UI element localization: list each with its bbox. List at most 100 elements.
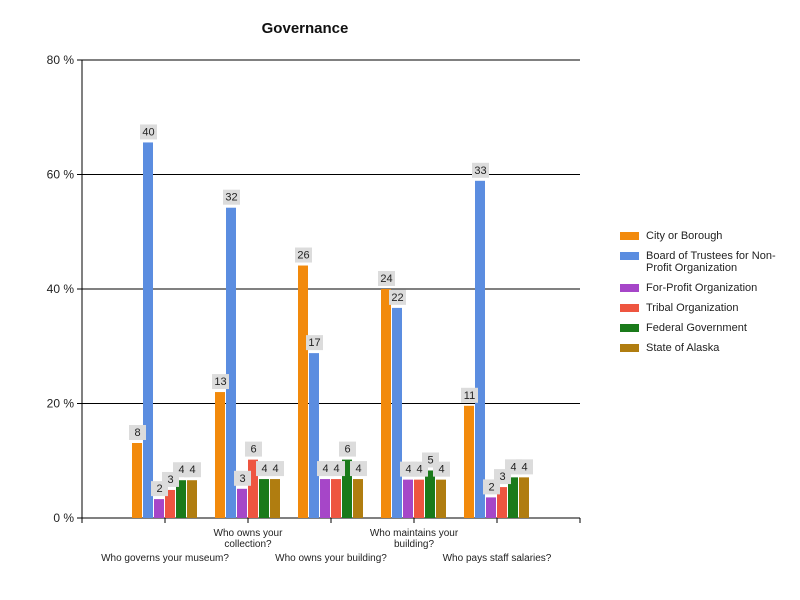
data-label: 3 [499,471,505,483]
bar [309,353,319,518]
legend-item: Federal Government [620,322,786,334]
bar [436,479,446,518]
bar [320,479,330,518]
data-label-bg [461,387,478,403]
y-tick-label: 60 % [47,168,75,182]
data-label-bg [212,374,229,390]
data-label-bg [433,461,450,477]
bar [497,487,507,518]
legend-label: City or Borough [646,230,723,242]
data-label: 4 [178,464,184,476]
data-label: 6 [344,444,350,456]
bar [414,479,424,518]
data-label: 17 [308,337,320,349]
legend-label: Tribal Organization [646,302,739,314]
bar [165,489,175,518]
data-label: 2 [156,483,162,495]
bar [259,479,269,518]
bar [298,265,308,518]
bar [342,459,352,518]
data-label: 11 [464,390,475,402]
data-label-bg [223,189,240,205]
bar [248,459,258,518]
y-tick-label: 0 % [53,511,74,525]
data-label: 22 [391,292,403,304]
data-label: 4 [416,464,422,476]
data-label: 4 [405,464,411,476]
bar [187,480,197,518]
legend-label: For-Profit Organization [646,282,758,294]
y-tick-label: 40 % [47,282,75,296]
legend-swatch [620,304,639,312]
data-label: 2 [488,481,494,493]
chart-title: Governance [262,20,349,37]
bar [154,499,164,518]
data-label: 4 [510,461,516,473]
data-label: 6 [250,444,256,456]
bar [176,480,186,518]
data-label-bg [378,271,395,286]
legend-item: Board of Trustees for Non-Profit Organiz… [620,250,786,274]
bar [132,443,142,518]
data-label-bg [140,124,157,140]
legend-label: Federal Government [646,322,747,334]
data-label: 33 [474,165,486,177]
bar [508,477,518,518]
data-label-bg [245,441,262,457]
bar [237,488,247,518]
bar [143,142,153,518]
data-label: 4 [355,463,361,475]
data-label: 4 [322,463,328,475]
data-label: 5 [427,454,433,466]
data-label: 4 [438,464,444,476]
bar [226,207,236,518]
x-tick-label: Who maintains your building? [370,528,459,550]
y-tick-label: 20 % [47,397,75,411]
data-label: 4 [333,463,339,475]
data-label-bg [184,462,201,478]
bar [425,470,435,518]
bar [464,405,474,518]
bar [381,289,391,518]
legend-swatch [620,284,639,292]
x-tick-label: Who pays staff salaries? [443,553,552,564]
bar [486,497,496,518]
data-label: 26 [297,250,309,262]
data-label: 8 [134,427,140,439]
data-label: 4 [521,461,527,473]
data-label: 3 [239,473,245,485]
data-label-bg [129,425,146,441]
legend-item: State of Alaska [620,342,786,354]
bar [475,180,485,519]
legend-swatch [620,252,639,260]
legend: City or Borough Board of Trustees for Non… [620,230,786,362]
data-label: 24 [380,273,392,285]
bar [331,479,341,518]
data-label-bg [267,461,284,477]
data-label-bg [234,470,251,486]
data-label-bg [295,247,312,263]
legend-swatch [620,232,639,240]
bar [353,479,363,518]
data-label: 3 [167,474,173,486]
legend-swatch [620,344,639,352]
legend-swatch [620,324,639,332]
legend-label: State of Alaska [646,342,720,354]
bar [215,392,225,518]
data-label-bg [306,335,323,351]
data-label-bg [516,459,533,475]
legend-item: City or Borough [620,230,786,242]
y-tick-label: 80 % [47,53,75,67]
x-tick-label: Who governs your museum? [101,553,229,564]
bar [519,477,529,518]
x-tick-label: Who owns your collection? [214,528,284,550]
data-label-bg [339,441,356,457]
data-label-bg [472,162,489,178]
bar [403,479,413,518]
data-label: 4 [261,463,267,475]
data-label-bg [389,289,406,305]
legend-item: Tribal Organization [620,302,786,314]
bar [392,307,402,518]
